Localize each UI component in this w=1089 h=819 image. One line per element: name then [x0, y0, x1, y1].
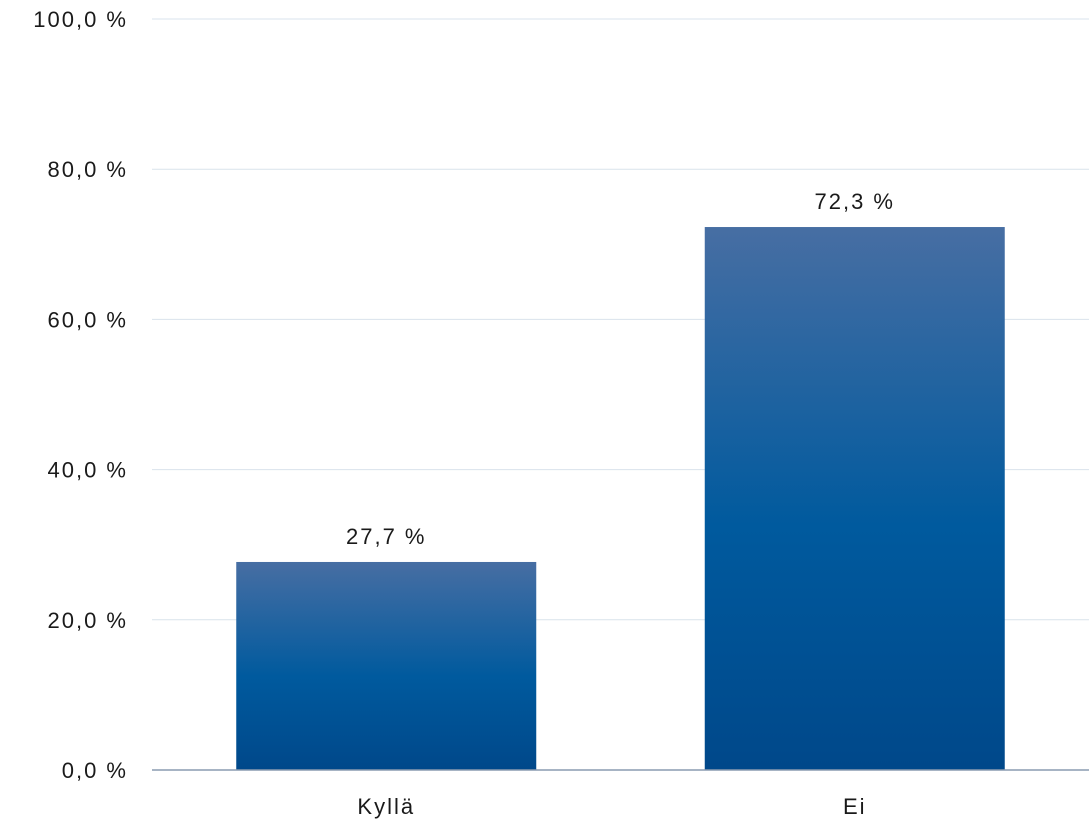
x-axis-categories: Kyllä Ei	[357, 794, 867, 819]
x-category-label: Ei	[843, 794, 867, 819]
y-tick-label: 100,0 %	[33, 7, 128, 32]
x-category-label: Kyllä	[357, 794, 415, 819]
data-label: 72,3 %	[815, 189, 896, 214]
bar-1	[236, 561, 537, 770]
y-tick-label: 60,0 %	[48, 307, 129, 332]
data-labels: 27,7 % 72,3 %	[346, 189, 896, 549]
y-tick-label: 40,0 %	[48, 458, 129, 483]
data-label: 27,7 %	[346, 524, 427, 549]
y-tick-label: 0,0 %	[62, 758, 128, 783]
bar-2	[704, 227, 1005, 771]
y-tick-label: 20,0 %	[48, 608, 129, 633]
bars	[236, 227, 1005, 771]
y-axis-ticks: 0,0 % 20,0 % 40,0 % 60,0 % 80,0 % 100,0 %	[33, 7, 129, 783]
y-tick-label: 80,0 %	[48, 157, 129, 182]
